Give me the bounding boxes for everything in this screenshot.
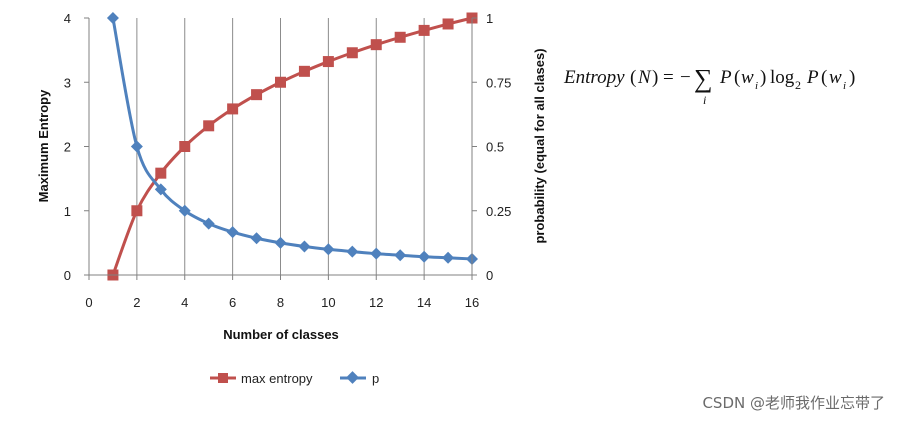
x-tick-label-14: 14 xyxy=(417,295,431,310)
formula-w2-sub: i xyxy=(843,80,846,92)
formula-w2: w xyxy=(829,67,842,88)
legend-label-p: p xyxy=(372,371,379,386)
formula-close-paren-4: ) xyxy=(849,67,855,88)
x-axis-title: Number of classes xyxy=(223,327,339,342)
point-p-5 xyxy=(202,217,215,230)
point-max-entropy-13 xyxy=(394,31,406,43)
point-p-11 xyxy=(346,245,359,258)
formula-lhs: Entropy xyxy=(563,67,625,88)
x-tick-label-8: 8 xyxy=(277,295,284,310)
point-max-entropy-11 xyxy=(346,47,358,59)
formula-sum-index: i xyxy=(703,93,706,107)
point-max-entropy-4 xyxy=(179,141,191,152)
point-max-entropy-15 xyxy=(442,18,454,30)
entropy-formula: Entropy ( N ) = − ∑ i P ( w i ) log 2 P … xyxy=(563,64,855,107)
y-tick-label-left-0: 0 xyxy=(64,268,71,283)
formula-open-paren: ( xyxy=(630,67,636,88)
x-tick-label-4: 4 xyxy=(181,295,188,310)
formula-close-paren-2: ) xyxy=(760,67,766,88)
point-p-10 xyxy=(322,243,335,256)
legend-marker-max-entropy xyxy=(218,373,228,383)
x-tick-label-12: 12 xyxy=(369,295,383,310)
point-p-3 xyxy=(154,183,167,196)
y-tick-label-left-4: 4 xyxy=(64,11,71,26)
legend: max entropy p xyxy=(210,371,379,386)
formula-open-paren-2: ( xyxy=(734,67,740,88)
point-p-9 xyxy=(298,240,311,253)
point-p-4 xyxy=(178,204,191,217)
watermark: CSDN @老师我作业忘带了 xyxy=(702,394,885,412)
y-tick-label-right-0: 0 xyxy=(486,268,493,283)
point-max-entropy-3 xyxy=(155,167,167,179)
x-tick-label-16: 16 xyxy=(465,295,479,310)
formula-w1: w xyxy=(741,67,754,88)
point-p-15 xyxy=(442,251,455,264)
y-tick-label-right-1: 1 xyxy=(486,11,493,26)
series-layer xyxy=(106,12,478,281)
point-max-entropy-7 xyxy=(251,89,263,101)
point-p-7 xyxy=(250,232,263,245)
point-max-entropy-8 xyxy=(275,76,286,88)
point-p-14 xyxy=(418,250,431,263)
formula-p2: P xyxy=(806,67,819,88)
point-p-1 xyxy=(106,12,119,24)
legend-marker-p xyxy=(346,371,359,384)
formula-w1-sub: i xyxy=(755,80,758,92)
y-axis-title-left: Maximum Entropy xyxy=(36,89,51,202)
point-max-entropy-12 xyxy=(370,39,382,51)
formula-log: log xyxy=(770,67,795,88)
x-ticks: 0 2 4 6 8 10 12 14 16 xyxy=(85,275,479,310)
y-tick-label-left-3: 3 xyxy=(64,75,71,90)
x-tick-label-10: 10 xyxy=(321,295,335,310)
formula-close-paren: ) xyxy=(652,67,658,88)
y-axis-title-right: probability (equal for all clases) xyxy=(532,48,547,243)
point-max-entropy-10 xyxy=(322,56,334,68)
point-p-13 xyxy=(394,249,407,262)
formula-arg: N xyxy=(637,67,652,88)
point-p-6 xyxy=(226,226,239,239)
series-line-p xyxy=(111,17,473,261)
legend-label-max-entropy: max entropy xyxy=(241,371,313,386)
y-tick-label-left-1: 1 xyxy=(64,204,71,219)
y-tick-label-left-2: 2 xyxy=(64,140,71,155)
formula-equals: = xyxy=(663,67,674,88)
formula-log-base: 2 xyxy=(795,78,801,92)
y-ticks-left: 0 1 2 3 4 xyxy=(64,11,89,283)
y-tick-label-right-0.75: 0.75 xyxy=(486,75,511,90)
x-tick-label-2: 2 xyxy=(133,295,140,310)
point-max-entropy-2 xyxy=(131,205,143,217)
x-tick-label-0: 0 xyxy=(85,295,92,310)
formula-open-paren-3: ( xyxy=(821,67,827,88)
x-tick-label-6: 6 xyxy=(229,295,236,310)
point-p-8 xyxy=(274,236,287,249)
point-max-entropy-6 xyxy=(227,103,239,115)
formula-p1: P xyxy=(719,67,732,88)
y-tick-label-right-0.25: 0.25 xyxy=(486,204,511,219)
formula-sum-icon: ∑ xyxy=(694,64,713,93)
series-line-max-entropy xyxy=(111,16,473,276)
y-tick-label-right-0.5: 0.5 xyxy=(486,140,504,155)
point-p-12 xyxy=(370,247,383,260)
point-max-entropy-5 xyxy=(203,120,215,132)
y-ticks-right: 0 0.25 0.5 0.75 1 xyxy=(472,11,511,283)
point-max-entropy-14 xyxy=(418,24,430,36)
point-max-entropy-9 xyxy=(298,65,310,77)
point-p-2 xyxy=(130,140,143,153)
formula-minus: − xyxy=(680,67,691,88)
